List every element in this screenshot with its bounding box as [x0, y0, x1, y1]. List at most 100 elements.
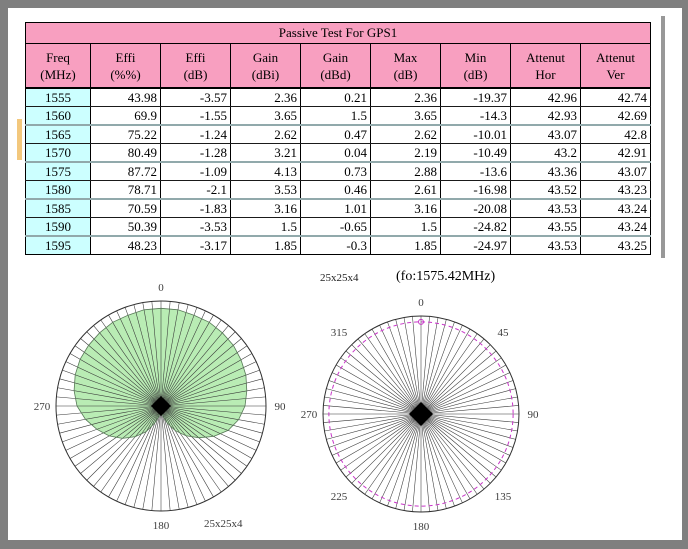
polar-axis-label: 135 [495, 491, 512, 503]
value-cell[interactable]: -24.82 [440, 217, 511, 237]
column-header[interactable]: Effi (dB) [160, 43, 231, 89]
value-cell[interactable]: 43.36 [510, 162, 581, 181]
value-cell[interactable]: 42.69 [579, 106, 652, 126]
value-cell[interactable]: -1.83 [160, 199, 231, 218]
value-cell[interactable]: -3.17 [160, 236, 231, 255]
value-cell[interactable]: 2.19 [370, 143, 441, 163]
value-cell[interactable]: 48.23 [90, 236, 161, 255]
column-header[interactable]: Effi (%%) [90, 43, 161, 89]
column-header[interactable]: Attenut Hor [510, 43, 581, 89]
freq-cell[interactable]: 1580 [25, 180, 91, 200]
value-cell[interactable]: 3.16 [230, 199, 301, 218]
value-cell[interactable]: 69.9 [90, 106, 161, 126]
table-row: 1565 75.22 -1.24 2.62 0.47 2.62 -10.01 43.07 42.… [25, 125, 652, 144]
value-cell[interactable]: 1.5 [300, 106, 371, 126]
column-header[interactable]: Gain (dBd) [300, 43, 371, 89]
table-row: 1595 48.23 -3.17 1.85 -0.3 1.85 -24.97 43.53 43.… [25, 236, 652, 255]
value-cell[interactable]: -0.65 [300, 217, 371, 237]
value-cell[interactable]: 1.5 [230, 217, 301, 237]
freq-cell[interactable]: 1560 [25, 106, 91, 126]
value-cell[interactable]: -1.28 [160, 143, 231, 163]
value-cell[interactable]: 87.72 [90, 162, 161, 181]
value-cell[interactable]: 42.96 [510, 88, 581, 107]
value-cell[interactable]: 43.98 [90, 88, 161, 107]
value-cell[interactable]: 2.62 [370, 125, 441, 144]
value-cell[interactable]: 42.91 [579, 143, 652, 163]
value-cell[interactable]: -10.01 [440, 125, 511, 144]
value-cell[interactable]: 4.13 [230, 162, 301, 181]
value-cell[interactable]: 2.62 [230, 125, 301, 144]
value-cell[interactable]: -2.1 [160, 180, 231, 200]
freq-cell[interactable]: 1585 [25, 199, 91, 218]
table-row: 1575 87.72 -1.09 4.13 0.73 2.88 -13.6 43.36 43.0… [25, 162, 652, 181]
freq-cell[interactable]: 1595 [25, 236, 91, 255]
value-cell[interactable]: 80.49 [90, 143, 161, 163]
value-cell[interactable]: 0.21 [300, 88, 371, 107]
table-row: 1570 80.49 -1.28 3.21 0.04 2.19 -10.49 43.2 42.9… [25, 143, 652, 163]
value-cell[interactable]: 0.73 [300, 162, 371, 181]
sheet-right-edge [661, 16, 665, 258]
value-cell[interactable]: 1.01 [300, 199, 371, 218]
value-cell[interactable]: 2.61 [370, 180, 441, 200]
value-cell[interactable]: 43.23 [579, 180, 652, 200]
value-cell[interactable]: 43.2 [510, 143, 581, 163]
value-cell[interactable]: -10.49 [440, 143, 511, 163]
value-cell[interactable]: 0.46 [300, 180, 371, 200]
column-header[interactable]: Gain (dBi) [230, 43, 301, 89]
value-cell[interactable]: 42.8 [579, 125, 652, 144]
value-cell[interactable]: 1.5 [370, 217, 441, 237]
freq-cell[interactable]: 1575 [25, 162, 91, 181]
value-cell[interactable]: 43.07 [579, 162, 652, 181]
value-cell[interactable]: 43.53 [510, 236, 581, 255]
value-cell[interactable]: 3.16 [370, 199, 441, 218]
value-cell[interactable]: 43.24 [579, 199, 652, 218]
value-cell[interactable]: 43.07 [510, 125, 581, 144]
value-cell[interactable]: -16.98 [440, 180, 511, 200]
value-cell[interactable]: 0.47 [300, 125, 371, 144]
value-cell[interactable]: -13.6 [440, 162, 511, 181]
value-cell[interactable]: -24.97 [440, 236, 511, 255]
value-cell[interactable]: 43.25 [579, 236, 652, 255]
value-cell[interactable]: 2.36 [230, 88, 301, 107]
value-cell[interactable]: 43.24 [579, 217, 652, 237]
polar-axis-label: 0 [418, 297, 424, 309]
value-cell[interactable]: -3.53 [160, 217, 231, 237]
freq-cell[interactable]: 1590 [25, 217, 91, 237]
value-cell[interactable]: -3.57 [160, 88, 231, 107]
polar-axis-label: 0 [158, 282, 164, 294]
column-header[interactable]: Freq (MHz) [25, 43, 91, 89]
value-cell[interactable]: -14.3 [440, 106, 511, 126]
value-cell[interactable]: -1.09 [160, 162, 231, 181]
value-cell[interactable]: 78.71 [90, 180, 161, 200]
value-cell[interactable]: -1.55 [160, 106, 231, 126]
value-cell[interactable]: 75.22 [90, 125, 161, 144]
column-header[interactable]: Attenut Ver [579, 43, 652, 89]
freq-cell[interactable]: 1555 [25, 88, 91, 107]
value-cell[interactable]: 70.59 [90, 199, 161, 218]
value-cell[interactable]: 3.65 [230, 106, 301, 126]
value-cell[interactable]: 43.55 [510, 217, 581, 237]
value-cell[interactable]: 50.39 [90, 217, 161, 237]
value-cell[interactable]: 3.53 [230, 180, 301, 200]
value-cell[interactable]: -19.37 [440, 88, 511, 107]
value-cell[interactable]: 1.85 [370, 236, 441, 255]
freq-cell[interactable]: 1570 [25, 143, 91, 163]
value-cell[interactable]: 1.85 [230, 236, 301, 255]
value-cell[interactable]: 0.04 [300, 143, 371, 163]
value-cell[interactable]: -0.3 [300, 236, 371, 255]
value-cell[interactable]: -1.24 [160, 125, 231, 144]
value-cell[interactable]: 43.53 [510, 199, 581, 218]
value-cell[interactable]: 42.93 [510, 106, 581, 126]
table-row: 1580 78.71 -2.1 3.53 0.46 2.61 -16.98 43.52 43.2… [25, 180, 652, 200]
freq-cell[interactable]: 1565 [25, 125, 91, 144]
value-cell[interactable]: 3.65 [370, 106, 441, 126]
value-cell[interactable]: 43.52 [510, 180, 581, 200]
value-cell[interactable]: -20.08 [440, 199, 511, 218]
value-cell[interactable]: 3.21 [230, 143, 301, 163]
column-header[interactable]: Max (dB) [370, 43, 441, 89]
value-cell[interactable]: 2.36 [370, 88, 441, 107]
value-cell[interactable]: 42.74 [579, 88, 652, 107]
right-chart-frequency-label: (fo:1575.42MHz) [396, 269, 496, 284]
value-cell[interactable]: 2.88 [370, 162, 441, 181]
column-header[interactable]: Min (dB) [440, 43, 511, 89]
